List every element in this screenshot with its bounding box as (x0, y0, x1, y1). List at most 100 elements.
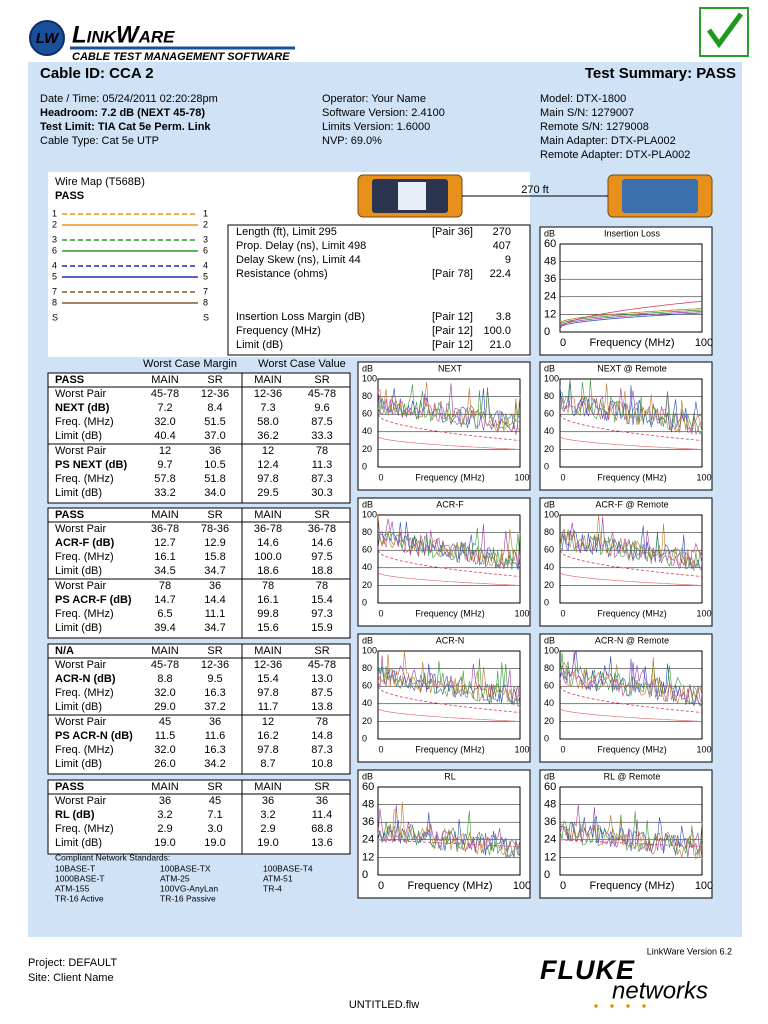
y-tick-label: 0 (362, 597, 367, 607)
trace (559, 804, 703, 858)
y-tick-label: 40 (362, 562, 372, 572)
cell: 36 (209, 716, 221, 728)
measurement-label: Length (ft), Limit 295 (236, 226, 337, 238)
cell: 12-36 (254, 388, 282, 400)
measurement-value: 21.0 (490, 339, 511, 351)
cell: 19.0 (154, 837, 175, 849)
cell: 45 (159, 716, 171, 728)
standard: ATM-25 (160, 873, 190, 883)
column-header: SR (207, 509, 222, 521)
chart-frame (357, 497, 531, 627)
brand-dot (610, 1004, 614, 1008)
info-line: Software Version: 2.4100 (322, 107, 445, 119)
x-max-label: 100 (696, 608, 711, 618)
cell: 19.0 (257, 837, 278, 849)
column-header: SR (314, 645, 329, 657)
x-max-label: 100 (695, 337, 713, 349)
site: Site: Client Name (28, 972, 114, 984)
limit-trace (559, 413, 703, 441)
standard: 100BASE-TX (160, 863, 211, 873)
cell: 36-78 (308, 523, 336, 535)
trace (377, 381, 521, 433)
column-header: SR (207, 374, 222, 386)
chart-unit: dB (544, 771, 555, 781)
x-axis-label: Frequency (MHz) (597, 744, 667, 754)
cell: 30.3 (311, 487, 332, 499)
cell: 15.4 (257, 673, 278, 685)
y-tick-label: 20 (544, 580, 554, 590)
cell: 3.0 (207, 823, 222, 835)
row-label: Freq. (MHz) (55, 416, 114, 428)
pin-label: 4 (52, 260, 57, 270)
cell: 34.5 (154, 565, 175, 577)
cell: 36 (159, 795, 171, 807)
section-box (47, 643, 351, 775)
y-tick-label: 80 (544, 391, 554, 401)
x-max-label: 100 (696, 744, 711, 754)
limit-trace (377, 685, 521, 713)
margin-trace (559, 707, 703, 722)
cell: 8.8 (157, 673, 172, 685)
chart-title: NEXT (438, 363, 463, 373)
y-tick-label: 0 (544, 461, 549, 471)
trace (377, 658, 521, 708)
cell: 16.1 (154, 551, 175, 563)
version: LinkWare Version 6.2 (647, 946, 732, 956)
margin-trace (377, 571, 521, 586)
chart-frame (539, 633, 713, 763)
pin-label: S (52, 312, 58, 322)
cell: 15.9 (311, 622, 332, 634)
row-label: Worst Pair (55, 716, 106, 728)
cell: 7.3 (260, 402, 275, 414)
cell: 12.9 (204, 537, 225, 549)
y-tick-label: 36 (544, 816, 556, 828)
cell: 11.4 (312, 809, 333, 821)
y-tick-label: 100 (362, 373, 377, 383)
cell: 87.3 (311, 473, 332, 485)
chart-frame (357, 633, 531, 763)
y-tick-label: 80 (544, 663, 554, 673)
column-header: SR (314, 374, 329, 386)
cell: 51.8 (204, 473, 225, 485)
y-tick-label: 24 (544, 291, 556, 303)
row-label: Freq. (MHz) (55, 473, 114, 485)
info-line: Model: DTX-1800 (540, 93, 626, 105)
cell: 7.2 (157, 402, 172, 414)
cell: 97.5 (311, 551, 332, 563)
cell: 11.1 (205, 608, 226, 620)
cell: 37.0 (204, 430, 225, 442)
cell: 36 (209, 445, 221, 457)
measurement-label: Limit (dB) (236, 339, 283, 351)
y-tick-label: 60 (544, 409, 554, 419)
y-tick-label: 40 (544, 698, 554, 708)
cell: 87.5 (311, 416, 332, 428)
cell: 34.0 (204, 487, 225, 499)
cell: 26.0 (154, 758, 175, 770)
margin-trace (377, 435, 521, 450)
cell: 29.5 (257, 487, 278, 499)
cell: 8.7 (260, 758, 275, 770)
x-axis-label: Frequency (MHz) (415, 472, 485, 482)
pin-label: 3 (52, 234, 57, 244)
wire-map-status: PASS (55, 190, 84, 202)
trace (559, 378, 703, 435)
cell: 12-36 (201, 659, 229, 671)
cell: 36 (316, 795, 328, 807)
logo-mark: LW (36, 30, 60, 47)
trace (559, 657, 703, 705)
y-tick-label: 12 (544, 308, 556, 320)
pin-label: S (203, 312, 209, 322)
trace (559, 514, 703, 571)
info-line: Date / Time: 05/24/2011 02:20:28pm (40, 93, 218, 105)
cell: 12 (262, 716, 274, 728)
x-min-label: 0 (560, 337, 566, 349)
cell: 13.0 (311, 673, 332, 685)
cell: 15.4 (311, 594, 332, 606)
cell: 68.8 (311, 823, 332, 835)
pin-label: 6 (52, 245, 57, 255)
measurement-pair: [Pair 12] (432, 339, 473, 351)
info-line: Operator: Your Name (322, 93, 426, 105)
cell: 6.5 (157, 608, 172, 620)
